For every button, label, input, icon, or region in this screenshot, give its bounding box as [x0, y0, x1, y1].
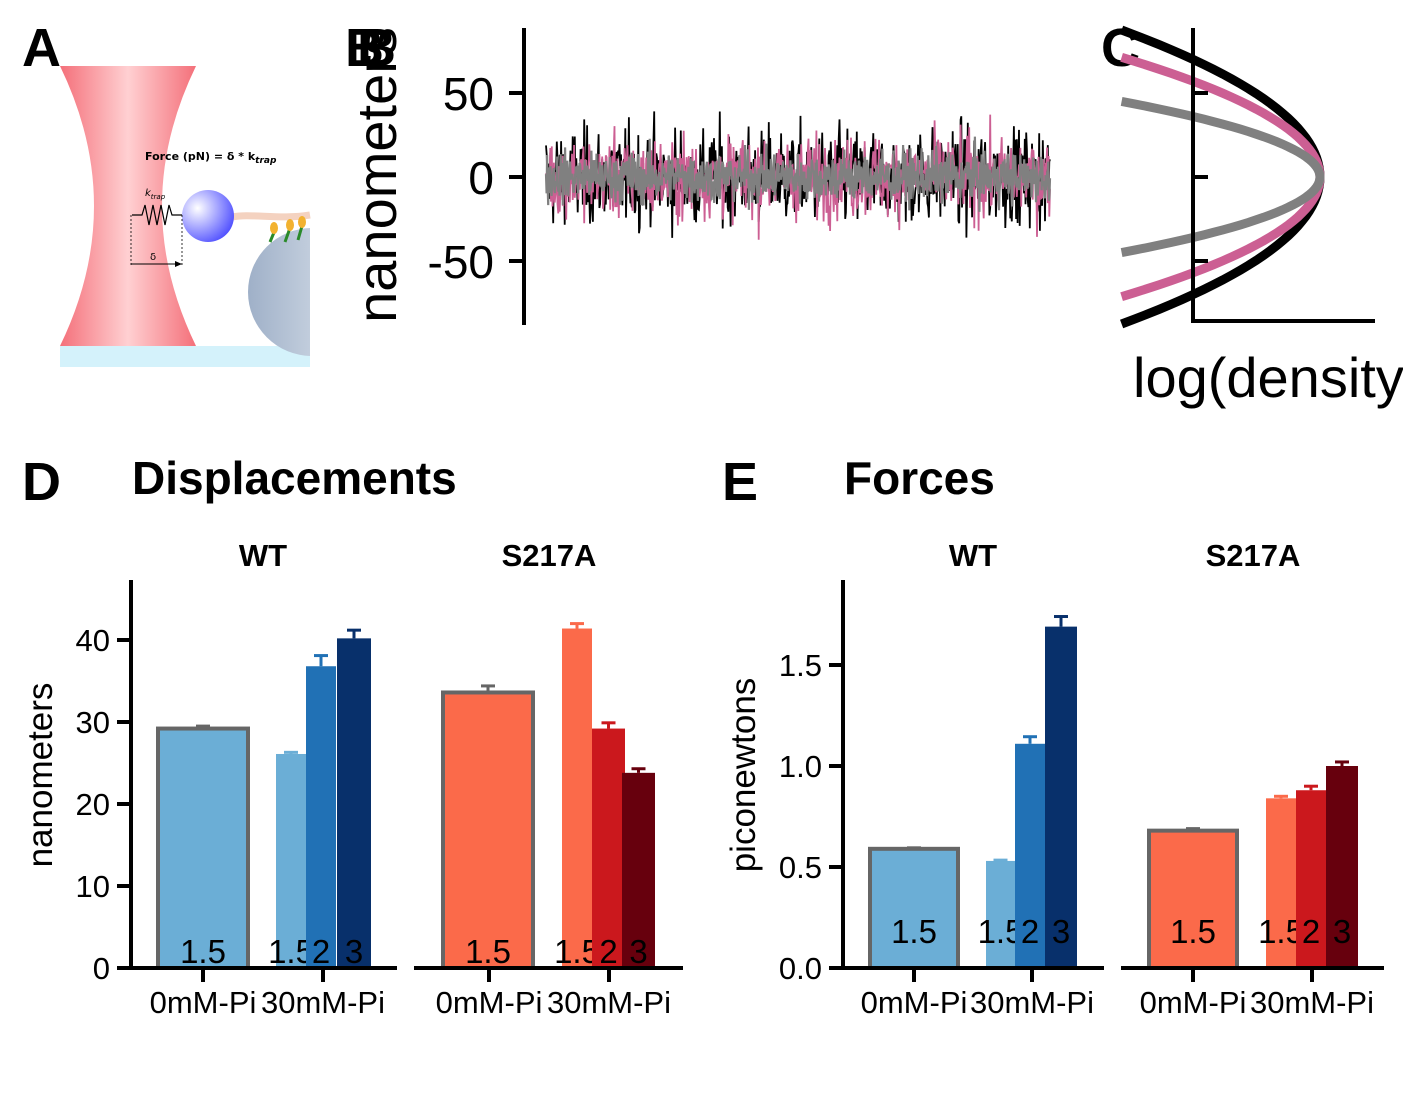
x-axis-label-c: log(density)	[1133, 346, 1403, 409]
tick-label-d-20: 20	[76, 787, 110, 822]
bar-wt-30mm-pi-1_5	[986, 860, 1015, 968]
bar-wt-30mm-pi-1_5	[276, 753, 306, 968]
tick-label-d-10: 10	[76, 869, 110, 904]
bar-label: 1.5	[465, 933, 511, 970]
y-ticks-c	[1193, 91, 1208, 263]
tick-label-d-0: 0	[93, 951, 110, 986]
myosin-heads	[268, 216, 306, 243]
x-tick-label-d-wt-30mm: 30mM-Pi	[261, 985, 385, 1020]
panel-title-d: Displacements	[132, 452, 457, 504]
bar-wt-30mm-pi-3	[1045, 626, 1077, 968]
facet-title-e-s217a: S217A	[1206, 538, 1301, 573]
x-tick-label-d-s217a-30mm: 30mM-Pi	[547, 985, 671, 1020]
tick-label-e-05: 0.5	[779, 850, 822, 885]
force-formula: Force (pN) = δ * ktrap	[145, 150, 277, 166]
bar-wt-30mm-pi-2	[306, 666, 336, 968]
facet-title-d-s217a: S217A	[502, 538, 597, 573]
bar-wt-0mm-pi-1_5	[156, 726, 250, 970]
bar-s217a-30mm-pi-2	[1296, 790, 1326, 968]
tick-label-e-15: 1.5	[779, 648, 822, 683]
bar-plot-d: 1.5 1.52 3 1.5 1.5 2 3	[156, 622, 655, 970]
bar-wt-0mm-pi-1_5	[868, 846, 960, 971]
panel-title-e: Forces	[844, 452, 995, 504]
bar-s217a-30mm-pi-3	[1326, 766, 1358, 968]
panel-label-d: D	[22, 452, 61, 512]
bar-label: 1.5	[1170, 913, 1216, 950]
density-curve-pink	[1120, 52, 1325, 302]
laser-beam	[60, 66, 196, 346]
panel-e: E Forces WT S217A 1.5 1.52 3 1.5 1.52 3 0.0 0…	[722, 452, 1384, 1020]
panel-label-b: B	[345, 18, 384, 78]
panel-d: D Displacements WT S217A 1.5 1.52 3 1.5 1.5 2…	[21, 452, 683, 1020]
bar-s217a-30mm-pi-2	[592, 728, 625, 968]
panel-label-b-overlap: B	[357, 18, 396, 78]
bar-s217a-30mm-pi-3	[622, 772, 655, 968]
panel-label-a: A	[22, 18, 61, 78]
tick-label-e-0: 0.0	[779, 951, 822, 986]
density-curve-black	[1120, 25, 1325, 329]
bar-label: 2	[599, 933, 617, 970]
y-axis-label-b: nanometers	[345, 27, 408, 323]
x-tick-label-e-wt-30mm: 30mM-Pi	[970, 985, 1094, 1020]
tick-label-e-10: 1.0	[779, 749, 822, 784]
y-axis-label-e: piconewtons	[724, 678, 763, 873]
delta-label: δ	[150, 252, 156, 263]
actin-filament	[231, 211, 311, 221]
pedestal	[248, 228, 310, 356]
panel-a: A δ ktrap Force (pN) = δ * ktrap	[22, 18, 311, 367]
tick-label-d-30: 30	[76, 705, 110, 740]
spring-label: ktrap	[145, 188, 166, 201]
bar-s217a-30mm-pi-1_5	[562, 628, 592, 968]
bar-label: 2	[1021, 913, 1039, 950]
x-ticks-e	[912, 968, 1314, 982]
bar-label: 2	[312, 933, 330, 970]
tick-label-b-0: 0	[468, 152, 494, 204]
trapped-bead	[182, 190, 234, 242]
bar-label: 1.5	[180, 933, 226, 970]
y-ticks-d	[117, 638, 131, 970]
bar-label: 3	[629, 933, 647, 970]
x-tick-label-d-wt-0mm: 0mM-Pi	[150, 985, 257, 1020]
bar-label: 3	[1052, 913, 1070, 950]
panel-label-e: E	[722, 452, 758, 512]
bar-plot-e: 1.5 1.52 3 1.5 1.52 3	[868, 615, 1358, 971]
bar-label: 2	[1302, 913, 1320, 950]
bar-label: 1.5	[891, 913, 937, 950]
x-tick-label-e-s217a-30mm: 30mM-Pi	[1250, 985, 1374, 1020]
tick-label-b-neg50: -50	[428, 236, 494, 288]
density-curves	[1120, 25, 1325, 329]
trace-plot	[544, 111, 1052, 240]
panel-b: B B 50 0 -50 nanometers	[345, 18, 1052, 325]
x-ticks-d	[201, 968, 611, 982]
y-ticks-b	[509, 91, 524, 263]
y-ticks-e	[829, 663, 843, 970]
spring-icon	[132, 204, 182, 226]
bar-s217a-30mm-pi-1_5	[1266, 798, 1296, 968]
y-axis-label-d: nanometers	[21, 683, 60, 868]
bar-label: 3	[345, 933, 363, 970]
trace-gray	[544, 136, 1052, 212]
panel-label-c: C	[1101, 18, 1140, 78]
x-tick-label-e-s217a-0mm: 0mM-Pi	[1140, 985, 1247, 1020]
density-curve-gray	[1120, 96, 1325, 258]
panel-c: C log(density)	[1101, 18, 1403, 409]
bar-wt-30mm-pi-2	[1015, 743, 1045, 968]
facet-title-e-wt: WT	[949, 538, 997, 573]
facet-title-d-wt: WT	[239, 538, 287, 573]
coverslip	[60, 346, 310, 367]
tick-label-d-40: 40	[76, 623, 110, 658]
bar-wt-30mm-pi-3	[337, 638, 371, 968]
x-tick-label-e-wt-0mm: 0mM-Pi	[861, 985, 968, 1020]
tick-label-b-50: 50	[443, 68, 494, 120]
bar-label: 3	[1333, 913, 1351, 950]
delta-arrowhead	[175, 261, 182, 267]
bar-s217a-0mm-pi-1_5	[441, 690, 535, 970]
x-tick-label-d-s217a-0mm: 0mM-Pi	[436, 985, 543, 1020]
